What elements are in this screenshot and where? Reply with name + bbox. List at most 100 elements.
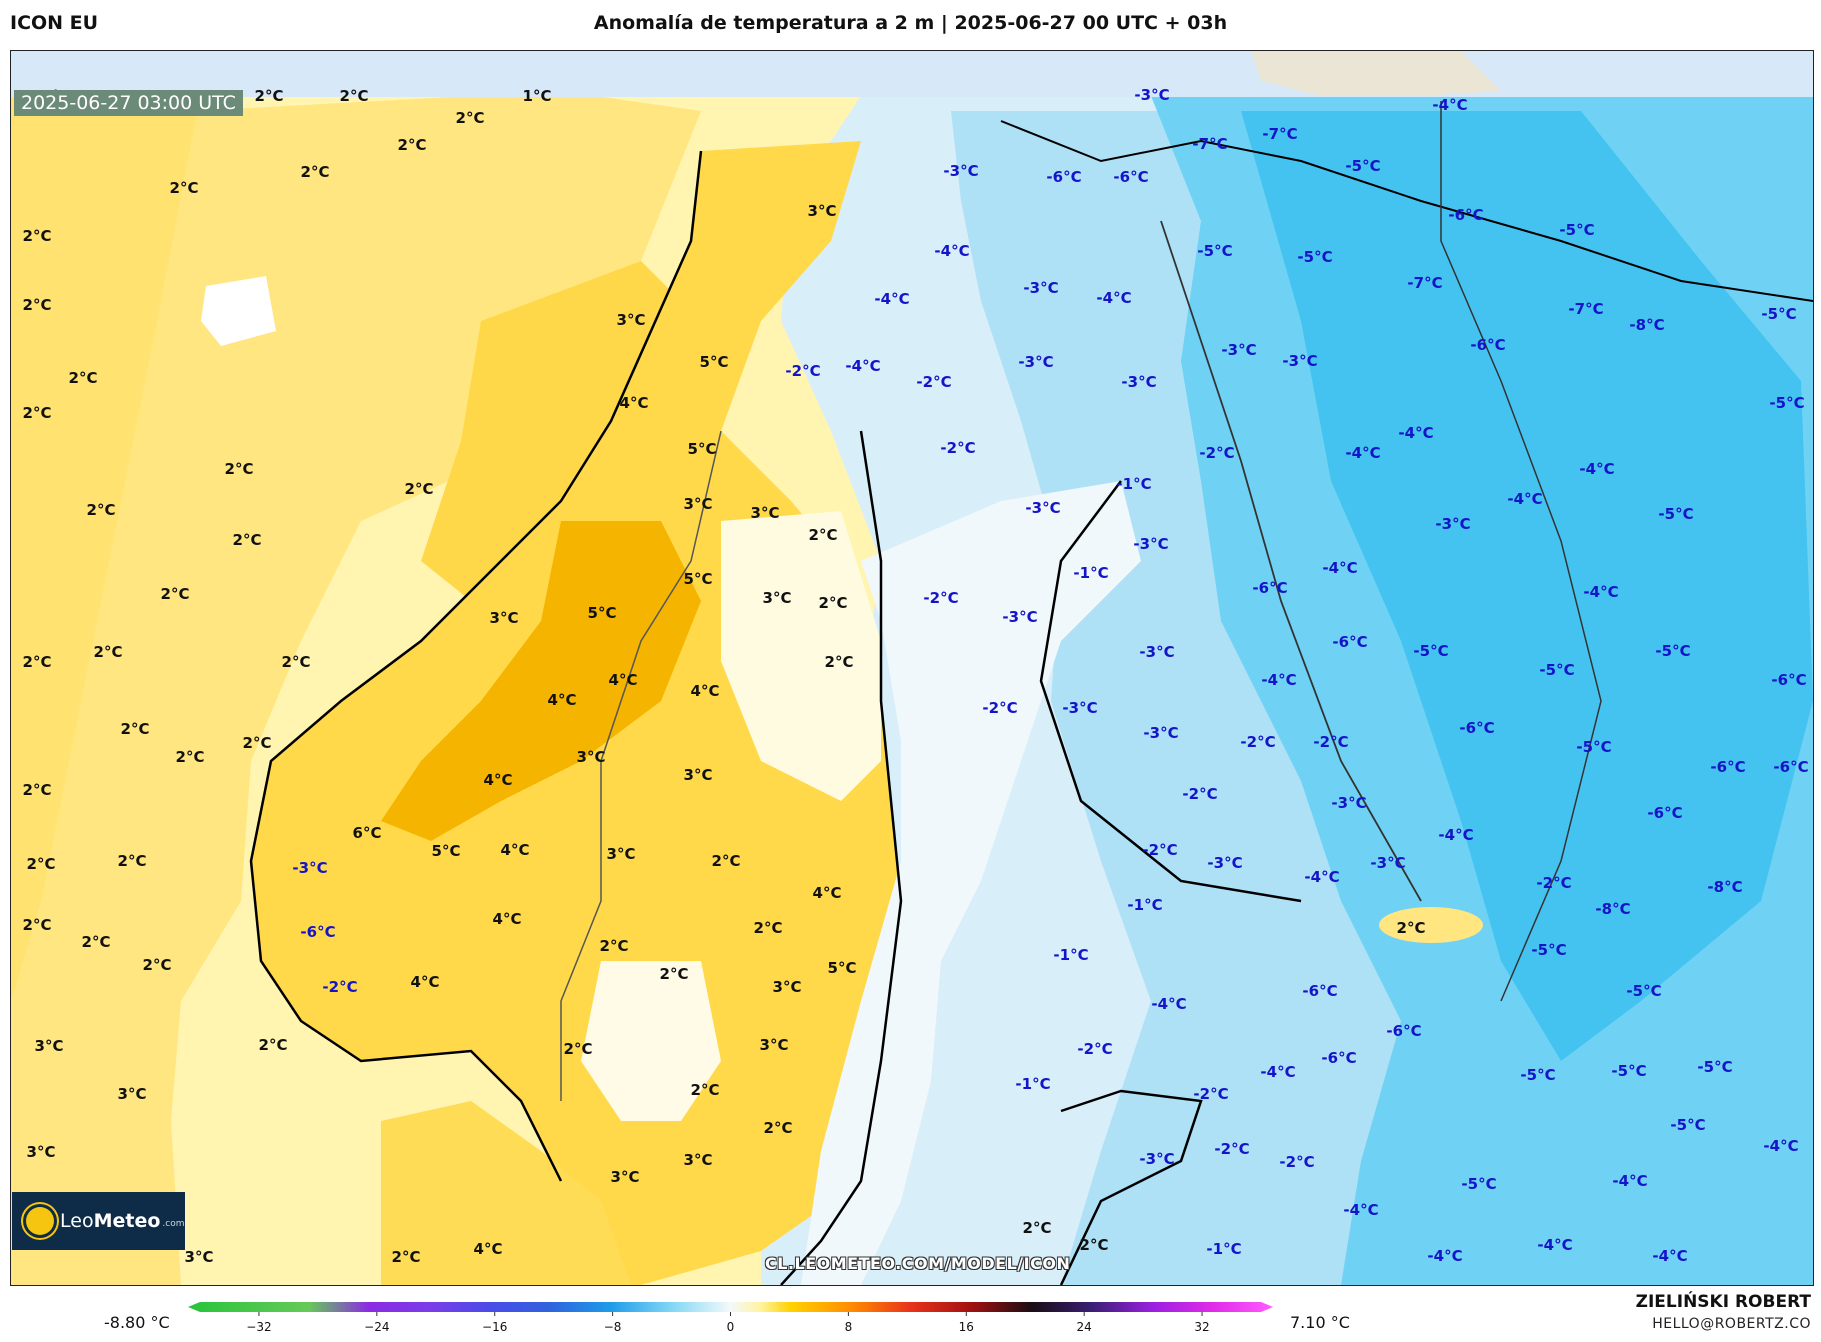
sweden-neutral-south	[581, 961, 721, 1121]
temperature-label: 3°C	[611, 1168, 640, 1186]
temperature-label: -4°C	[1096, 289, 1131, 307]
temperature-label: 2°C	[23, 404, 52, 422]
norway-coastline	[249, 150, 703, 1182]
temperature-label: -6°C	[1321, 1049, 1356, 1067]
temperature-label: 2°C	[1023, 1219, 1052, 1237]
temperature-label: -3°C	[1139, 1150, 1174, 1168]
temperature-label: -4°C	[1438, 826, 1473, 844]
temperature-label: -4°C	[1537, 1236, 1572, 1254]
temperature-label: -5°C	[1611, 1062, 1646, 1080]
temperature-label: -4°C	[1343, 1201, 1378, 1219]
logo-domain: .com	[162, 1219, 185, 1229]
temperature-label: -4°C	[1261, 671, 1296, 689]
temperature-label: 3°C	[617, 311, 646, 329]
temperature-label: -5°C	[1626, 982, 1661, 1000]
temperature-label: -6°C	[1773, 758, 1808, 776]
temperature-label: 2°C	[118, 852, 147, 870]
temperature-label: -3°C	[1018, 353, 1053, 371]
temperature-label: 5°C	[828, 959, 857, 977]
temperature-label: -3°C	[1134, 86, 1169, 104]
temperature-label: 2°C	[255, 87, 284, 105]
temperature-label: -3°C	[1139, 643, 1174, 661]
temperature-label: 2°C	[259, 1036, 288, 1054]
temperature-label: 2°C	[600, 937, 629, 955]
temperature-label: 2°C	[170, 179, 199, 197]
temperature-label: -7°C	[1568, 300, 1603, 318]
temperature-label: -1°C	[1127, 896, 1162, 914]
temperature-label: 2°C	[23, 227, 52, 245]
temperature-label: 4°C	[548, 691, 577, 709]
temperature-label: -5°C	[1576, 738, 1611, 756]
temperature-label: -4°C	[1322, 559, 1357, 577]
temperature-label: -3°C	[292, 859, 327, 877]
author-email: HELLO@ROBERTZ.CO	[1652, 1316, 1811, 1332]
warm-patch-left	[11, 91, 201, 1001]
temperature-label: -6°C	[1459, 719, 1494, 737]
temperature-label: -6°C	[1771, 671, 1806, 689]
temperature-label: -2°C	[1279, 1153, 1314, 1171]
temperature-label: 3°C	[27, 1143, 56, 1161]
temperature-label: -4°C	[1507, 490, 1542, 508]
temperature-label: -5°C	[1559, 221, 1594, 239]
baltic-sea	[801, 481, 1141, 1285]
temperature-label: -5°C	[1769, 394, 1804, 412]
temperature-label: 2°C	[825, 653, 854, 671]
temperature-label: -2°C	[1214, 1140, 1249, 1158]
temperature-label: 2°C	[94, 643, 123, 661]
temperature-label: -4°C	[1432, 96, 1467, 114]
temperature-label: 2°C	[23, 781, 52, 799]
temperature-label: 2°C	[564, 1040, 593, 1058]
sweden-neutral-patch	[721, 511, 881, 801]
temperature-label: 2°C	[691, 1081, 720, 1099]
temperature-label: -6°C	[1386, 1022, 1421, 1040]
kola-coastline	[1000, 120, 1813, 302]
temperature-label: -3°C	[1207, 854, 1242, 872]
temperature-label: 2°C	[69, 369, 98, 387]
temperature-label: 2°C	[754, 919, 783, 937]
temperature-label: -6°C	[1113, 168, 1148, 186]
temperature-label: -8°C	[1595, 900, 1630, 918]
temperature-label: -5°C	[1670, 1116, 1705, 1134]
temperature-label: -2°C	[1077, 1040, 1112, 1058]
colorbar-bar	[188, 1302, 1273, 1312]
temperature-label: 2°C	[23, 916, 52, 934]
temperature-label: 2°C	[712, 852, 741, 870]
temperature-label: -2°C	[1199, 444, 1234, 462]
temperature-label: 3°C	[684, 1151, 713, 1169]
temperature-label: 3°C	[760, 1036, 789, 1054]
temperature-label: -2°C	[982, 699, 1017, 717]
temperature-label: 2°C	[23, 653, 52, 671]
colorbar-tick-label: 24	[1077, 1320, 1092, 1334]
temperature-label: 2°C	[809, 526, 838, 544]
temperature-labels: 3°C 2°C 2°C 1°C 2°C 2°C 2°C 2°C 2°C 2°C 2°C 2°C 2°C 2…	[23, 86, 1809, 1266]
temperature-label: 2°C	[176, 748, 205, 766]
temperature-label: -3°C	[1002, 608, 1037, 626]
temperature-label: 2°C	[1397, 919, 1426, 937]
neutral-sea-patch	[201, 276, 276, 346]
temperature-label: -2°C	[940, 439, 975, 457]
temperature-label: -2°C	[322, 978, 357, 996]
temperature-label: -3°C	[1221, 341, 1256, 359]
temperature-label: 2°C	[398, 136, 427, 154]
temperature-label: -4°C	[1579, 460, 1614, 478]
temperature-label: -8°C	[1707, 878, 1742, 896]
temperature-label: 3°C	[763, 589, 792, 607]
temperature-label: -2°C	[785, 362, 820, 380]
temperature-label: -2°C	[1536, 874, 1571, 892]
temperature-anomaly-map: 3°C 2°C 2°C 1°C 2°C 2°C 2°C 2°C 2°C 2°C 2°C 2°C 2°C 2…	[10, 50, 1814, 1286]
temperature-label: 3°C	[773, 978, 802, 996]
temperature-label: 2°C	[819, 594, 848, 612]
temperature-label: 6°C	[353, 824, 382, 842]
temperature-label: -4°C	[1260, 1063, 1295, 1081]
temperature-label: 3°C	[35, 1037, 64, 1055]
temperature-label: -4°C	[1612, 1172, 1647, 1190]
temperature-label: 2°C	[233, 531, 262, 549]
temperature-label: -3°C	[1023, 279, 1058, 297]
temperature-label: 2°C	[456, 109, 485, 127]
temperature-label: -4°C	[1345, 444, 1380, 462]
temperature-label: 4°C	[813, 884, 842, 902]
colorbar-min-label: -8.80 °C	[104, 1313, 170, 1332]
temperature-label: 4°C	[484, 771, 513, 789]
temperature-label: 2°C	[405, 480, 434, 498]
temperature-label: -2°C	[1193, 1085, 1228, 1103]
